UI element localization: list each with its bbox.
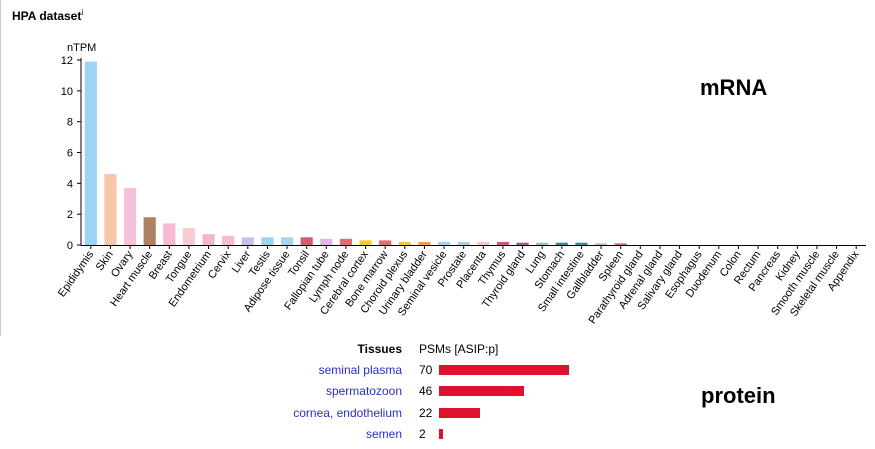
protein-psm-value: 46 (419, 384, 433, 399)
bar-lymph-node[interactable] (339, 238, 353, 245)
protein-psm-bar (439, 386, 525, 397)
protein-tissue-link[interactable]: cornea, endothelium (293, 405, 402, 420)
protein-row: cornea, endothelium 22 (0, 403, 640, 423)
bar-liver[interactable] (241, 237, 254, 245)
bar-heart-muscle[interactable] (143, 217, 156, 245)
protein-tissue-link[interactable]: semen (365, 426, 402, 441)
bar-seminal-vesicle[interactable] (437, 241, 451, 245)
protein-header-psms: PSMs [ASIP:p] (419, 342, 499, 356)
bar-testis[interactable] (261, 237, 274, 245)
bar-cervix[interactable] (222, 235, 235, 245)
bar-skin[interactable] (104, 174, 117, 245)
bar-urinary-bladder[interactable] (418, 241, 431, 245)
bar-small-intestine[interactable] (575, 242, 588, 245)
protein-row: seminal plasma 70 (0, 360, 640, 380)
protein-row: spermatozoon 46 (0, 381, 640, 401)
dataset-title-text: HPA dataset (12, 9, 82, 23)
bar-adipose-tissue[interactable] (280, 237, 294, 245)
bar-stomach[interactable] (555, 242, 568, 245)
bar-prostate[interactable] (457, 241, 470, 245)
bar-tonsil[interactable] (300, 237, 313, 245)
protein-row: semen 2 (0, 424, 640, 444)
info-icon[interactable]: i (81, 8, 84, 17)
protein-tissue-link[interactable]: seminal plasma (318, 363, 402, 377)
bar-choroid-plexus[interactable] (398, 241, 411, 245)
protein-header-tissues: Tissues (357, 342, 402, 356)
protein-psm-value: 22 (419, 405, 433, 420)
bar-ovary[interactable] (123, 187, 137, 245)
protein-psm-bar (439, 407, 480, 418)
protein-psm-bar (439, 428, 443, 439)
bar-thymus[interactable] (496, 241, 510, 245)
bar-placenta[interactable] (477, 241, 490, 245)
protein-label: protein (701, 383, 776, 408)
protein-tissue-link[interactable]: spermatozoon (325, 384, 402, 399)
bar-spleen[interactable] (614, 243, 627, 245)
y-tick-label: 8 (67, 117, 73, 129)
bar-fallopian-tube[interactable] (320, 238, 333, 245)
protein-psm-value: 70 (419, 363, 433, 377)
y-tick-label: 12 (61, 55, 73, 67)
bar-lung[interactable] (536, 242, 549, 245)
y-tick-label: 6 (67, 148, 73, 160)
protein-psm-value: 2 (419, 426, 426, 441)
bar-endometrium[interactable] (202, 234, 215, 245)
frame-border (0, 0, 1, 336)
y-tick-label: 10 (61, 86, 73, 98)
y-axis-label: nTPM (67, 42, 96, 54)
bar-breast[interactable] (163, 223, 176, 245)
y-tick-label: 4 (67, 178, 73, 190)
bar-epididymis[interactable] (84, 61, 97, 245)
bar-gallbladder[interactable] (594, 243, 608, 245)
mrna-label: mRNA (700, 75, 768, 100)
protein-psm-bar (439, 365, 569, 375)
y-tick-label: 0 (67, 240, 73, 252)
bar-tongue[interactable] (182, 228, 196, 245)
y-tick-label: 2 (67, 209, 73, 221)
x-tick-label: Epididymis (56, 248, 97, 299)
bar-thyroid-gland[interactable] (516, 242, 529, 245)
dataset-title: HPA dataseti (12, 8, 83, 23)
bar-cerebral-cortex[interactable] (359, 240, 372, 245)
bar-bone-marrow[interactable] (379, 240, 392, 245)
